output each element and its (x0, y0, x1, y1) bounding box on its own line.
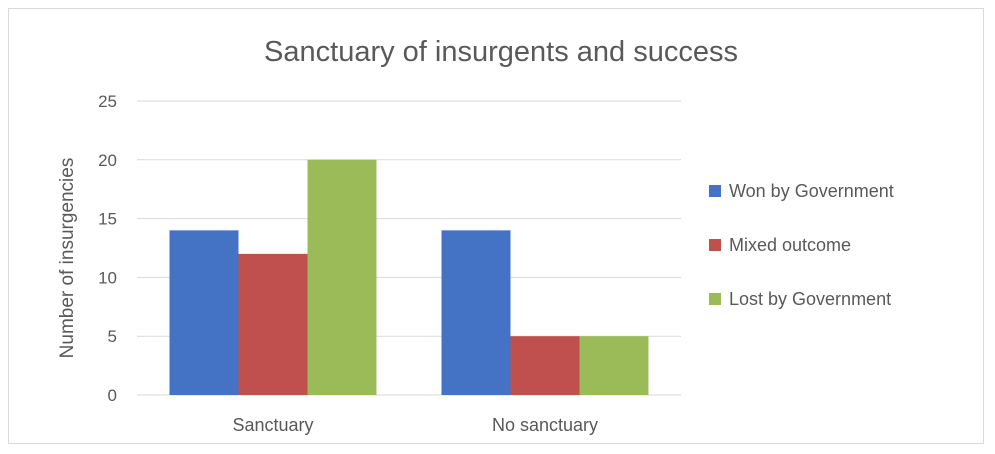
bar-lost-by-government-no-sanctuary (579, 336, 649, 395)
bar-mixed-outcome-sanctuary (238, 253, 308, 395)
y-axis-ticks: 0 5 10 15 20 25 (98, 92, 117, 405)
legend-swatch (709, 293, 721, 305)
legend: Won by Government Mixed outcome Lost by Go… (709, 181, 894, 309)
y-tick-label: 25 (98, 92, 117, 111)
x-tick-label: No sanctuary (492, 415, 598, 435)
chart-title: Sanctuary of insurgents and success (264, 36, 738, 68)
y-tick-label: 20 (98, 151, 117, 170)
legend-label: Lost by Government (729, 289, 891, 309)
y-tick-label: 5 (108, 327, 117, 346)
bar-won-by-government-sanctuary (169, 230, 239, 395)
legend-swatch (709, 239, 721, 251)
legend-label: Mixed outcome (729, 235, 851, 255)
y-tick-label: 0 (108, 386, 117, 405)
bar-chart: Sanctuary of insurgents and success 0 5 10… (57, 36, 894, 435)
bars (169, 159, 649, 395)
legend-swatch (709, 185, 721, 197)
bar-won-by-government-no-sanctuary (441, 230, 511, 395)
bar-lost-by-government-sanctuary (307, 159, 377, 395)
x-tick-label: Sanctuary (232, 415, 313, 435)
chart-frame: Sanctuary of insurgents and success 0 5 10… (8, 8, 984, 444)
y-tick-label: 15 (98, 210, 117, 229)
y-tick-label: 10 (98, 268, 117, 287)
x-axis-ticks: Sanctuary No sanctuary (232, 415, 598, 435)
legend-label: Won by Government (729, 181, 894, 201)
bar-mixed-outcome-no-sanctuary (510, 336, 580, 395)
y-axis-label: Number of insurgencies (57, 158, 78, 359)
